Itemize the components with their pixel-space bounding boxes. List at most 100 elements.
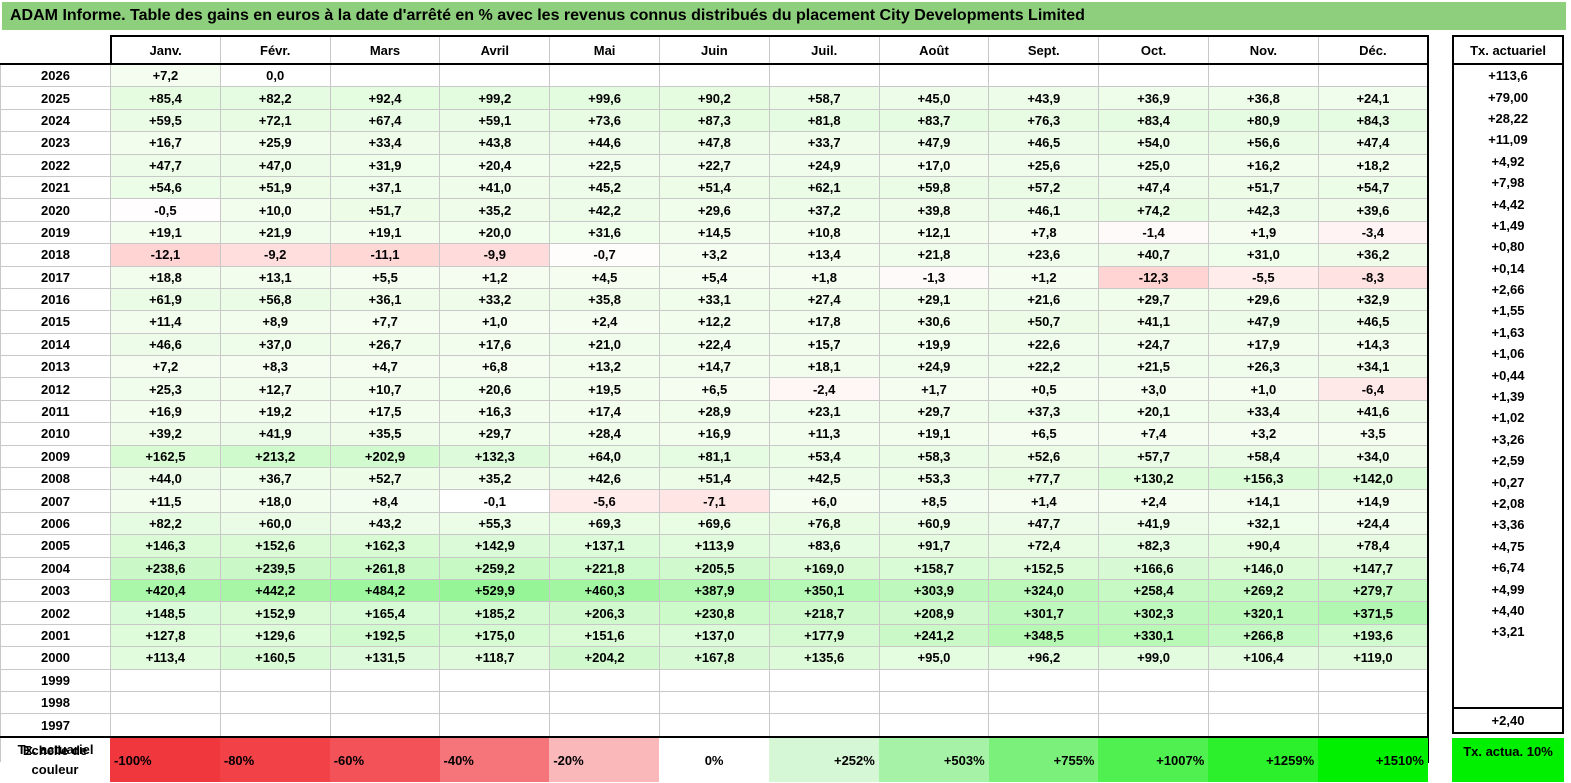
actuarial-year-value: +1,39 (1452, 385, 1564, 408)
gain-cell: +18,2 (1317, 153, 1430, 177)
gain-cell: +22,6 (988, 332, 1100, 357)
table-row: 2005 +146,3 +152,6 +162,3 +142,9 +137,1 +113,9… (0, 534, 1430, 558)
gain-cell: +6,8 (439, 355, 551, 379)
gain-cell: +151,6 (549, 623, 660, 648)
table-row: 2011 +16,9 +19,2 +17,5 +16,3 +17,4 +28,9 +23,1 +… (0, 399, 1430, 424)
gain-cell: +350,1 (768, 578, 880, 603)
gain-cell: +42,2 (549, 198, 660, 222)
gain-cell: +132,3 (439, 444, 551, 469)
gain-cell: -9,9 (439, 243, 551, 267)
gain-cell: +24,7 (1098, 332, 1209, 357)
gain-cell: +330,1 (1098, 623, 1209, 648)
gain-cell: +258,4 (1098, 578, 1209, 603)
gain-cell: +53,3 (878, 467, 990, 491)
scale-swatch: +755% (988, 738, 1099, 782)
actuarial-year-value: +7,98 (1452, 171, 1564, 194)
gain-cell: +36,1 (329, 287, 441, 312)
gain-cell: +460,3 (549, 578, 660, 603)
gain-cell: +12,2 (658, 310, 770, 334)
gain-cell: +20,1 (1098, 399, 1209, 424)
gain-cell: +1,2 (988, 265, 1100, 289)
gain-cell: +59,5 (110, 108, 221, 133)
gain-cell: +52,6 (988, 444, 1100, 469)
gain-cell: +36,8 (1207, 86, 1319, 110)
gain-cell: +29,6 (1207, 287, 1319, 312)
gain-cell: +6,5 (988, 422, 1100, 446)
gain-cell: +127,8 (110, 623, 221, 648)
scale-swatch: -20% (549, 738, 660, 782)
gain-cell: +56,8 (219, 287, 331, 312)
actuarial-year-value (1452, 642, 1564, 664)
gain-cell: +241,2 (878, 623, 990, 648)
gain-cell: +10,0 (219, 198, 331, 222)
gain-cell: +19,9 (878, 332, 990, 357)
month-header: Sept. (988, 35, 1100, 65)
actuarial-year-value: +3,36 (1452, 514, 1564, 536)
year-label: 2007 (0, 489, 111, 513)
color-scale: Echelle de couleur -100% -80% -60% -40% -20% 0… (0, 738, 1428, 782)
gain-cell: +239,5 (219, 556, 331, 580)
table-row: 2024 +59,5 +72,1 +67,4 +59,1 +73,6 +87,3 +81,8 +… (0, 108, 1430, 133)
gain-cell (1317, 63, 1430, 88)
gain-cell: +33,4 (1207, 399, 1319, 424)
gain-cell: +32,1 (1207, 511, 1319, 536)
side-row (1452, 685, 1564, 708)
year-label: 2024 (0, 108, 111, 133)
gain-cell: -12,3 (1098, 265, 1209, 289)
gain-cell: +152,5 (988, 556, 1100, 580)
gain-cell: +6,5 (658, 377, 770, 401)
side-row: +113,6 (1452, 64, 1564, 87)
year-label: 2006 (0, 511, 111, 536)
table-row: 2018 -12,1 -9,2 -11,1 -9,9 -0,7 +3,2 +13,4 +21,8… (0, 243, 1430, 267)
actuarial-year-value: +79,00 (1452, 86, 1564, 108)
gain-cell: +39,8 (878, 198, 990, 222)
scale-swatch: +1007% (1098, 738, 1209, 782)
gain-cell: +64,0 (549, 444, 660, 469)
table-row: 2010 +39,2 +41,9 +35,5 +29,7 +28,4 +16,9 +11,3 +… (0, 422, 1430, 446)
gain-cell: +185,2 (439, 601, 551, 625)
side-row: +1,49 (1452, 214, 1564, 237)
gain-cell: +53,4 (768, 444, 880, 469)
month-header: Avril (439, 35, 551, 65)
gain-cell: +266,8 (1207, 623, 1319, 648)
gain-cell: +302,3 (1098, 601, 1209, 625)
gain-cell: +60,9 (878, 511, 990, 536)
gain-cell (1207, 713, 1319, 738)
gain-cell: +119,0 (1317, 646, 1430, 670)
actuarial-year-value: +1,63 (1452, 321, 1564, 344)
gain-cell: +41,9 (219, 422, 331, 446)
actuarial-rate-column: Tx. actuariel +113,6 +79,00 +28,22 +11,09 +4,… (1452, 35, 1564, 734)
gain-cell: +83,7 (878, 108, 990, 133)
year-label: 2019 (0, 220, 111, 245)
gain-cell: +142,0 (1317, 467, 1430, 491)
gain-cell: +52,7 (329, 467, 441, 491)
gain-cell: +7,2 (110, 355, 221, 379)
gain-cell: +0,5 (988, 377, 1100, 401)
gain-cell (1098, 668, 1209, 692)
gain-cell: +5,4 (658, 265, 770, 289)
side-row: +6,74 (1452, 556, 1564, 579)
corner-cell (0, 36, 111, 65)
year-label: 2020 (0, 198, 111, 222)
gain-cell (219, 690, 331, 715)
actuarial-year-value: +4,92 (1452, 150, 1564, 172)
scale-swatch: 0% (659, 738, 769, 782)
table-row: 2016 +61,9 +56,8 +36,1 +33,2 +35,8 +33,1 +27,4 +… (0, 287, 1430, 312)
gain-cell: +14,9 (1317, 489, 1430, 513)
gain-cell: +37,0 (219, 332, 331, 357)
gain-cell: +77,7 (988, 467, 1100, 491)
gain-cell: +22,5 (549, 153, 660, 177)
gain-cell: +99,0 (1098, 646, 1209, 670)
gain-cell: +218,7 (768, 601, 880, 625)
month-header: Oct. (1098, 35, 1209, 65)
side-row: +2,66 (1452, 278, 1564, 301)
gain-cell (219, 713, 331, 738)
gain-cell: +166,6 (1098, 556, 1209, 580)
actuarial-year-value (1452, 685, 1564, 708)
gain-cell: +8,3 (219, 355, 331, 379)
gain-cell: +69,6 (658, 511, 770, 536)
gain-cell: +7,7 (329, 310, 441, 334)
gain-cell: +25,9 (219, 131, 331, 155)
gain-cell: +72,1 (219, 108, 331, 133)
gain-cell: +16,3 (439, 399, 551, 424)
